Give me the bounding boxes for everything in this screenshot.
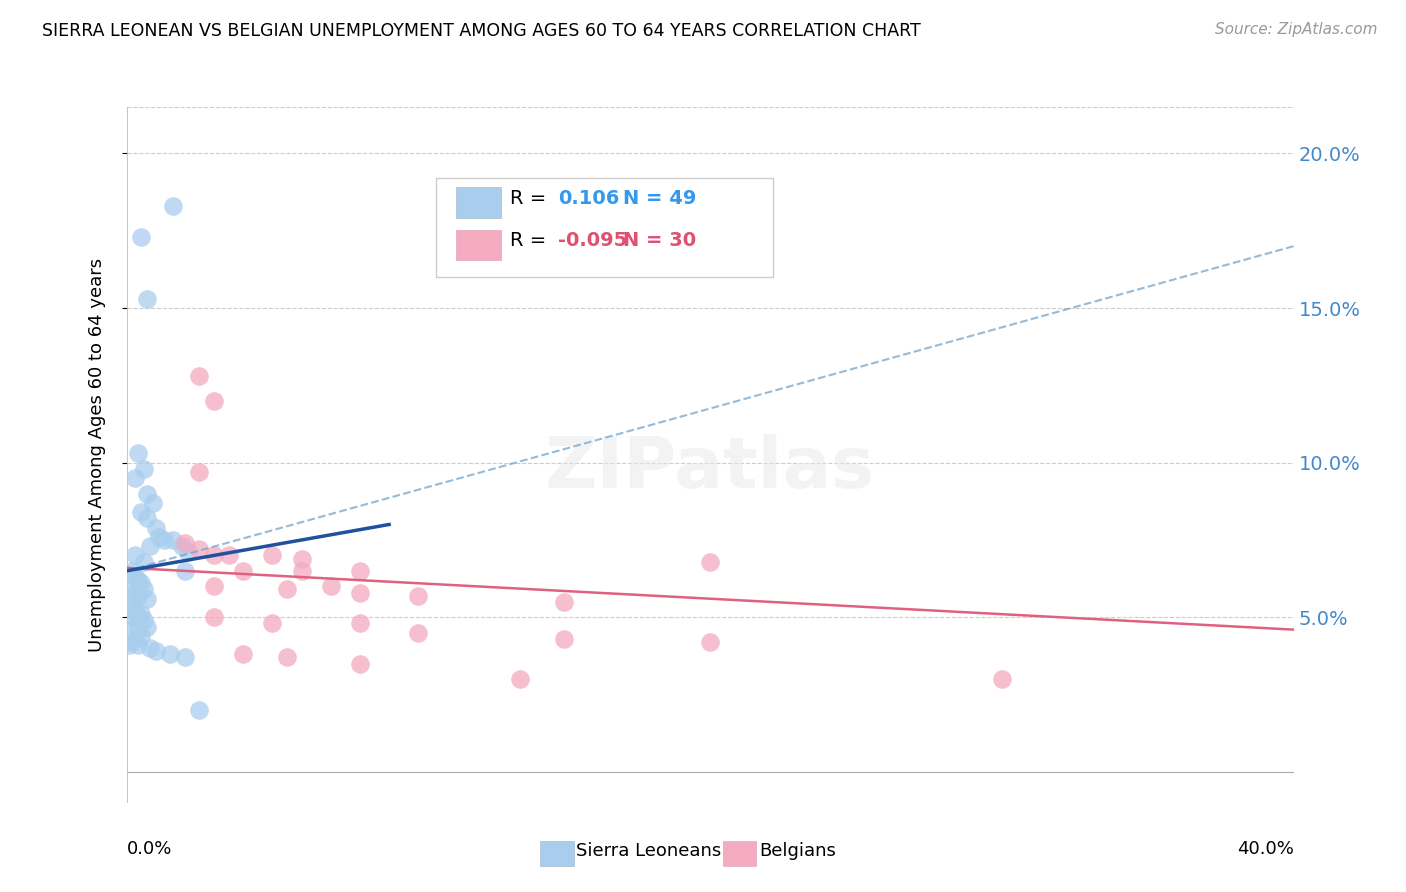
Point [699,635,721,649]
Point [127,589,149,603]
Point [139,539,162,553]
Point [127,573,149,587]
Point [129,505,152,519]
Point [174,564,197,578]
Point [124,549,146,563]
Point [990,672,1012,686]
Point [136,619,159,633]
Point [188,542,211,557]
Text: Belgians: Belgians [759,842,837,860]
Text: R =: R = [510,231,553,251]
Point [121,579,143,593]
Text: R =: R = [510,188,553,208]
Point [148,530,170,544]
Point [129,230,152,244]
Point [124,570,146,584]
Point [202,610,225,624]
Point [276,650,298,665]
Text: -0.095: -0.095 [558,231,627,251]
Point [132,555,155,569]
Point [153,533,176,547]
Text: Sierra Leoneans: Sierra Leoneans [576,842,721,860]
Text: SIERRA LEONEAN VS BELGIAN UNEMPLOYMENT AMONG AGES 60 TO 64 YEARS CORRELATION CHA: SIERRA LEONEAN VS BELGIAN UNEMPLOYMENT A… [42,22,921,40]
Point [177,545,200,559]
Point [202,579,225,593]
Point [276,582,298,597]
Point [139,641,162,656]
Point [136,292,159,306]
Point [145,644,167,658]
Point [121,635,143,649]
Point [142,496,165,510]
Point [118,638,141,652]
Point [129,607,152,622]
Point [349,616,371,631]
Point [349,585,371,599]
Point [202,393,225,408]
Text: 40.0%: 40.0% [1237,840,1294,858]
Text: Source: ZipAtlas.com: Source: ZipAtlas.com [1215,22,1378,37]
Text: N = 49: N = 49 [623,188,696,208]
Point [170,539,193,553]
Point [408,625,430,640]
Text: ZIPatlas: ZIPatlas [546,434,875,503]
Text: 0.0%: 0.0% [127,840,172,858]
Point [145,520,167,534]
Point [202,549,225,563]
Point [136,591,159,606]
Point [553,632,575,646]
Point [118,601,141,615]
Point [127,446,149,460]
Point [188,465,211,479]
Point [136,511,159,525]
Point [349,564,371,578]
Point [290,551,312,566]
Point [124,585,146,599]
Point [121,595,143,609]
Point [136,486,159,500]
Point [121,564,143,578]
Point [174,650,197,665]
Text: 0.106: 0.106 [558,188,620,208]
Point [132,582,155,597]
Point [132,613,155,627]
Point [349,657,371,671]
Point [553,595,575,609]
Point [188,369,211,384]
Point [162,199,184,213]
Point [232,564,254,578]
Point [188,703,211,717]
Y-axis label: Unemployment Among Ages 60 to 64 years: Unemployment Among Ages 60 to 64 years [87,258,105,652]
Point [124,471,146,485]
Point [124,619,146,633]
Point [124,632,146,646]
Point [262,616,284,631]
Point [132,462,155,476]
Point [290,564,312,578]
Point [127,638,149,652]
Point [159,648,181,662]
Point [699,555,721,569]
Point [127,623,149,637]
Point [232,648,254,662]
Point [262,549,284,563]
Point [121,610,143,624]
Text: N = 30: N = 30 [623,231,696,251]
Point [319,579,342,593]
Point [127,610,149,624]
Point [408,589,430,603]
Point [162,533,184,547]
Point [174,536,197,550]
Point [129,576,152,591]
Point [124,604,146,618]
Point [218,549,240,563]
Point [129,629,152,643]
Point [509,672,531,686]
